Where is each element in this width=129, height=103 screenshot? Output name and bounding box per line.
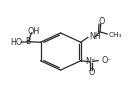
Text: HO: HO xyxy=(11,38,23,47)
Text: B: B xyxy=(26,37,31,46)
Text: CH₃: CH₃ xyxy=(109,32,123,37)
Text: N⁺: N⁺ xyxy=(85,57,95,66)
Text: O: O xyxy=(88,68,94,77)
Text: O: O xyxy=(99,17,105,26)
Text: O⁻: O⁻ xyxy=(101,56,112,65)
Text: OH: OH xyxy=(28,27,40,36)
Text: NH: NH xyxy=(89,32,101,41)
